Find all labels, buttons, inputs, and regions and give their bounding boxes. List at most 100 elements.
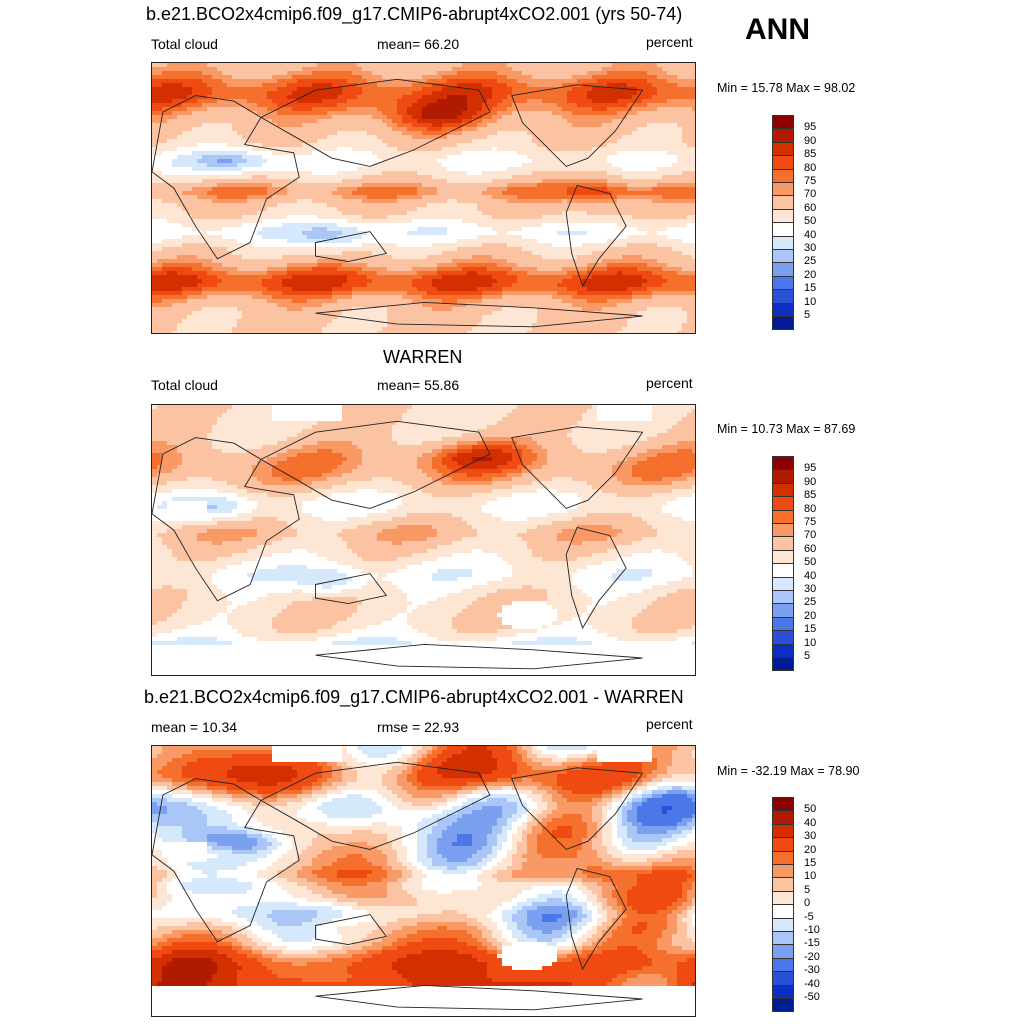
colorbar-swatch <box>772 850 794 865</box>
colorbar-swatch <box>772 302 794 317</box>
colorbar-swatch <box>772 971 794 986</box>
colorbar-tick-label: 5 <box>804 310 810 321</box>
colorbar-tick-label: 90 <box>804 135 816 147</box>
colorbar-tick-label: 85 <box>804 149 816 160</box>
colorbar-tick-label: 0 <box>804 898 810 909</box>
colorbar-tick-label: 20 <box>804 610 816 622</box>
colorbar-swatch <box>772 523 794 538</box>
coastline <box>511 767 644 850</box>
panel-2-units-label: percent <box>646 375 693 391</box>
colorbar-swatch <box>772 957 794 973</box>
colorbar-swatch <box>772 141 794 157</box>
colorbar-swatch <box>772 115 794 130</box>
colorbar-swatch <box>772 208 794 224</box>
colorbar-tick-label: 75 <box>804 517 816 528</box>
colorbar-swatch <box>772 235 794 250</box>
colorbar-tick-label: 40 <box>804 817 816 829</box>
colorbar-tick-label: 30 <box>804 831 816 842</box>
colorbar-tick-label: 15 <box>804 624 816 635</box>
colorbar-tick-label: 60 <box>804 202 816 214</box>
colorbar-swatch <box>772 549 794 565</box>
colorbar-tick-label: -20 <box>804 951 820 963</box>
colorbar-swatch <box>772 904 794 919</box>
panel-1-title: b.e21.BCO2x4cmip6.f09_g17.CMIP6-abrupt4x… <box>146 4 682 25</box>
colorbar-tick-label: 10 <box>804 871 816 882</box>
colorbar-tick-label: 60 <box>804 543 816 555</box>
colorbar-tick-label: 95 <box>804 463 816 474</box>
colorbar-swatch <box>772 496 794 511</box>
colorbar-swatch <box>772 810 794 825</box>
colorbar-swatch <box>772 563 794 578</box>
colorbar-swatch <box>772 275 794 291</box>
colorbar-swatch <box>772 155 794 170</box>
coastline <box>260 78 491 167</box>
colorbar-tick-label: 80 <box>804 503 816 515</box>
colorbar-tick-label: -50 <box>804 992 820 1003</box>
colorbar-swatch <box>772 931 794 946</box>
coastline <box>511 426 644 509</box>
colorbar-tick-label: -30 <box>804 965 820 976</box>
colorbar-swatch <box>772 482 794 498</box>
colorbar-tick-label: -10 <box>804 925 820 936</box>
colorbar-swatch <box>772 616 794 632</box>
colorbar-swatch <box>772 262 794 277</box>
panel-1-mean-label: mean= 66.20 <box>377 36 459 52</box>
colorbar-swatch <box>772 877 794 892</box>
colorbar-tick-label: 85 <box>804 490 816 501</box>
panel-1-minmax: Min = 15.78 Max = 98.02 <box>717 81 855 95</box>
colorbar-tick-label: 50 <box>804 804 816 815</box>
colorbar-tick-label: 20 <box>804 844 816 856</box>
colorbar-swatch <box>772 195 794 210</box>
colorbar-swatch <box>772 603 794 618</box>
panel-2-mean-label: mean= 55.86 <box>377 377 459 393</box>
colorbar-swatch <box>772 823 794 839</box>
colorbar-tick-label: 30 <box>804 584 816 595</box>
colorbar-swatch <box>772 890 794 906</box>
colorbar-tick-label: 10 <box>804 637 816 649</box>
panel-3-rmse-label: rmse = 22.93 <box>377 719 459 735</box>
colorbar-tick-label: 20 <box>804 269 816 281</box>
panel-3-title: b.e21.BCO2x4cmip6.f09_g17.CMIP6-abrupt4x… <box>144 687 684 708</box>
colorbar-tick-label: -40 <box>804 978 820 990</box>
colorbar-tick-label: 50 <box>804 557 816 568</box>
coastline <box>152 778 300 943</box>
colorbar-swatch <box>772 576 794 591</box>
colorbar-tick-label: 70 <box>804 189 816 200</box>
colorbar-tick-label: 90 <box>804 476 816 488</box>
panel-3-colorbar: 50 40 30 20 15 10 5 0 -5 -10 -15 -20 -30 -40 -50 <box>772 797 820 1013</box>
colorbar-tick-label: 25 <box>804 256 816 267</box>
coastline <box>260 420 491 509</box>
coastline <box>152 437 300 602</box>
coastline <box>565 526 627 630</box>
colorbar-tick-label: 75 <box>804 176 816 187</box>
colorbar-swatch <box>772 797 794 812</box>
colorbar-tick-label: 10 <box>804 296 816 308</box>
coastline <box>315 984 643 1011</box>
colorbar-tick-label: 25 <box>804 597 816 608</box>
panel-3-minmax: Min = -32.19 Max = 78.90 <box>717 764 859 778</box>
panel-2-map <box>151 404 696 676</box>
colorbar-swatch <box>772 837 794 852</box>
colorbar-swatch <box>772 998 794 1013</box>
colorbar-tick-label: 15 <box>804 283 816 294</box>
colorbar-tick-label: 15 <box>804 858 816 869</box>
colorbar-tick-label: 70 <box>804 530 816 541</box>
colorbar-swatch <box>772 469 794 484</box>
colorbar-tick-label: -15 <box>804 938 820 949</box>
colorbar-swatch <box>772 509 794 524</box>
colorbar-swatch <box>772 536 794 551</box>
panel-1-map <box>151 62 696 334</box>
panel-3-units-label: percent <box>646 716 693 732</box>
colorbar-swatch <box>772 590 794 605</box>
panel-2-colorbar: 95 90 85 80 75 70 60 50 40 30 25 20 15 10 5 <box>772 456 816 672</box>
colorbar-tick-label: 50 <box>804 216 816 227</box>
map-field <box>152 63 695 333</box>
colorbar-swatch <box>772 182 794 197</box>
coastline <box>511 84 644 167</box>
colorbar-tick-label: 80 <box>804 162 816 174</box>
colorbar-swatch <box>772 657 794 672</box>
panel-2-variable-label: Total cloud <box>151 377 218 393</box>
coastline <box>315 914 388 946</box>
colorbar-swatch <box>772 456 794 471</box>
colorbar-tick-label: 5 <box>804 651 810 662</box>
